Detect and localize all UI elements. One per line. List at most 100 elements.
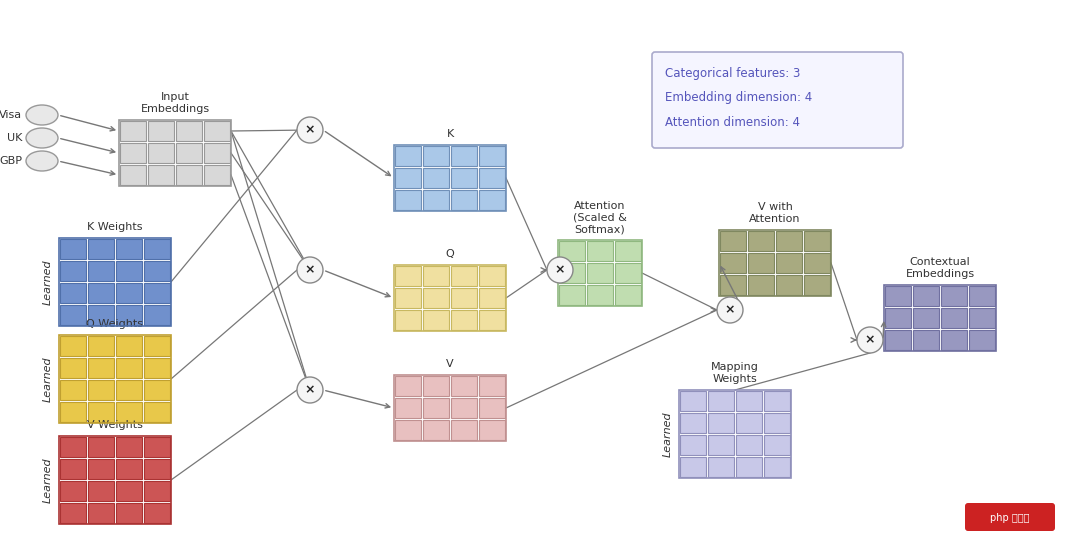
Bar — [735, 391, 762, 411]
Bar — [144, 305, 170, 325]
Bar — [395, 310, 421, 330]
Bar — [708, 457, 734, 477]
Circle shape — [297, 117, 323, 143]
Bar — [87, 261, 114, 281]
Bar — [144, 402, 170, 422]
Bar — [395, 190, 421, 210]
Text: Attention dimension: 4: Attention dimension: 4 — [665, 117, 800, 129]
Bar — [144, 459, 170, 479]
Bar — [116, 239, 141, 259]
Bar — [451, 168, 477, 188]
Bar — [60, 459, 86, 479]
Bar — [559, 263, 585, 283]
Bar — [87, 283, 114, 303]
Text: V with
Attention: V with Attention — [750, 202, 800, 224]
Bar — [87, 481, 114, 501]
Bar — [451, 266, 477, 286]
Bar — [60, 437, 86, 457]
Bar — [451, 376, 477, 396]
Bar — [615, 263, 642, 283]
Text: K Weights: K Weights — [87, 222, 143, 232]
Bar — [885, 286, 912, 306]
Bar — [116, 402, 141, 422]
Bar — [764, 413, 789, 433]
Bar — [423, 288, 449, 308]
Bar — [423, 190, 449, 210]
Bar — [144, 503, 170, 523]
FancyBboxPatch shape — [652, 52, 903, 148]
Bar — [204, 165, 230, 185]
Bar — [777, 253, 802, 273]
Bar — [394, 265, 507, 331]
Bar — [480, 288, 505, 308]
Bar — [680, 391, 706, 411]
Bar — [87, 459, 114, 479]
Bar — [423, 376, 449, 396]
Bar — [60, 239, 86, 259]
Bar — [60, 503, 86, 523]
Bar — [116, 459, 141, 479]
Bar — [708, 413, 734, 433]
Bar — [480, 146, 505, 166]
Bar — [480, 266, 505, 286]
Bar — [764, 457, 789, 477]
Bar — [60, 336, 86, 356]
Bar — [764, 435, 789, 455]
Bar — [394, 145, 507, 211]
Bar — [748, 231, 774, 251]
Bar — [558, 240, 642, 306]
Text: Attention
(Scaled &
Softmax): Attention (Scaled & Softmax) — [573, 201, 626, 234]
Bar — [451, 288, 477, 308]
Bar — [60, 402, 86, 422]
Text: Embedding dimension: 4: Embedding dimension: 4 — [665, 92, 812, 105]
Bar — [60, 261, 86, 281]
Bar — [588, 263, 613, 283]
Bar — [480, 398, 505, 418]
Bar — [116, 336, 141, 356]
Text: Learned: Learned — [43, 457, 53, 503]
Bar — [116, 380, 141, 400]
Text: ×: × — [725, 304, 735, 317]
Bar — [423, 146, 449, 166]
Bar — [615, 285, 642, 305]
Circle shape — [297, 377, 323, 403]
Bar — [144, 261, 170, 281]
Bar — [395, 288, 421, 308]
Bar — [148, 121, 174, 141]
Text: GBP: GBP — [0, 156, 22, 166]
Text: Learned: Learned — [43, 356, 53, 402]
Bar — [480, 168, 505, 188]
Bar — [451, 146, 477, 166]
Bar — [116, 437, 141, 457]
Bar — [176, 143, 202, 163]
Bar — [116, 283, 141, 303]
Bar — [777, 231, 802, 251]
Text: Mapping
Weights: Mapping Weights — [711, 362, 759, 384]
Bar — [120, 165, 146, 185]
Bar — [60, 305, 86, 325]
Text: ×: × — [305, 123, 315, 136]
Bar — [969, 286, 995, 306]
Bar — [451, 420, 477, 440]
Bar — [60, 481, 86, 501]
Bar — [116, 358, 141, 378]
Bar — [394, 375, 507, 441]
Text: Categorical features: 3: Categorical features: 3 — [665, 66, 800, 79]
Text: ×: × — [305, 264, 315, 277]
Bar — [941, 286, 967, 306]
Text: Q Weights: Q Weights — [86, 319, 144, 329]
Bar — [451, 398, 477, 418]
Circle shape — [858, 327, 883, 353]
Bar — [59, 335, 171, 423]
Bar — [60, 358, 86, 378]
Bar — [451, 190, 477, 210]
Text: K: K — [446, 129, 454, 139]
Bar — [480, 376, 505, 396]
Bar — [451, 310, 477, 330]
Text: Q: Q — [446, 249, 455, 259]
Bar — [885, 308, 912, 328]
Text: ×: × — [865, 334, 875, 346]
Bar — [885, 285, 996, 351]
Bar — [120, 121, 146, 141]
Bar — [395, 168, 421, 188]
